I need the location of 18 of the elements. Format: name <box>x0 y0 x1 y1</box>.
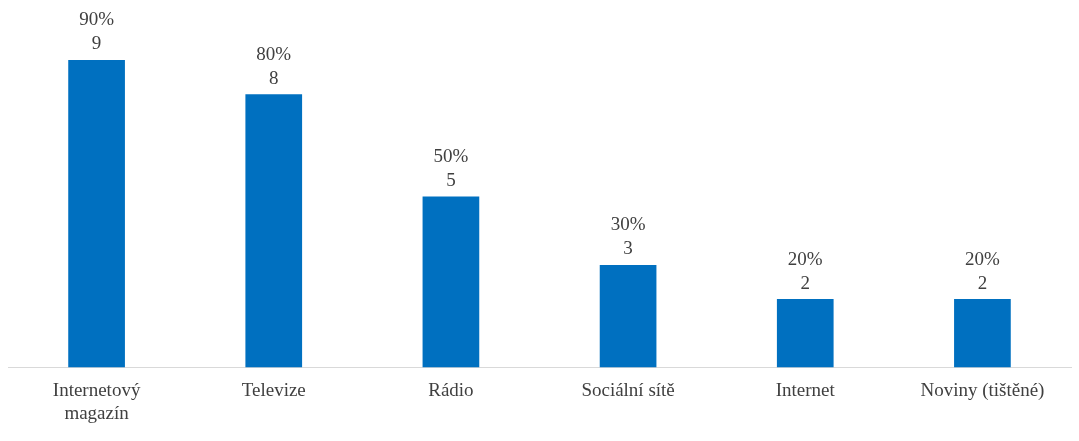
bar <box>245 94 303 368</box>
x-tick-label: Internetový magazín <box>52 378 141 423</box>
data-label: 90% 9 <box>79 8 115 54</box>
bar <box>776 299 834 368</box>
bar <box>599 264 657 368</box>
bar <box>954 299 1011 368</box>
data-label: 30% 3 <box>610 213 646 259</box>
data-label: 20% 2 <box>787 247 823 293</box>
x-tick-label: Noviny (tištěné) <box>920 378 1045 401</box>
bar <box>68 60 125 368</box>
x-tick-label: Televize <box>241 378 306 400</box>
x-tick-label: Rádio <box>428 378 474 400</box>
bar <box>422 196 480 368</box>
data-label: 20% 2 <box>965 247 1000 293</box>
data-label: 50% 5 <box>433 145 469 191</box>
x-tick-label: Sociální sítě <box>581 378 675 400</box>
data-label: 80% 8 <box>256 42 292 88</box>
x-tick-label: Internet <box>775 378 836 400</box>
